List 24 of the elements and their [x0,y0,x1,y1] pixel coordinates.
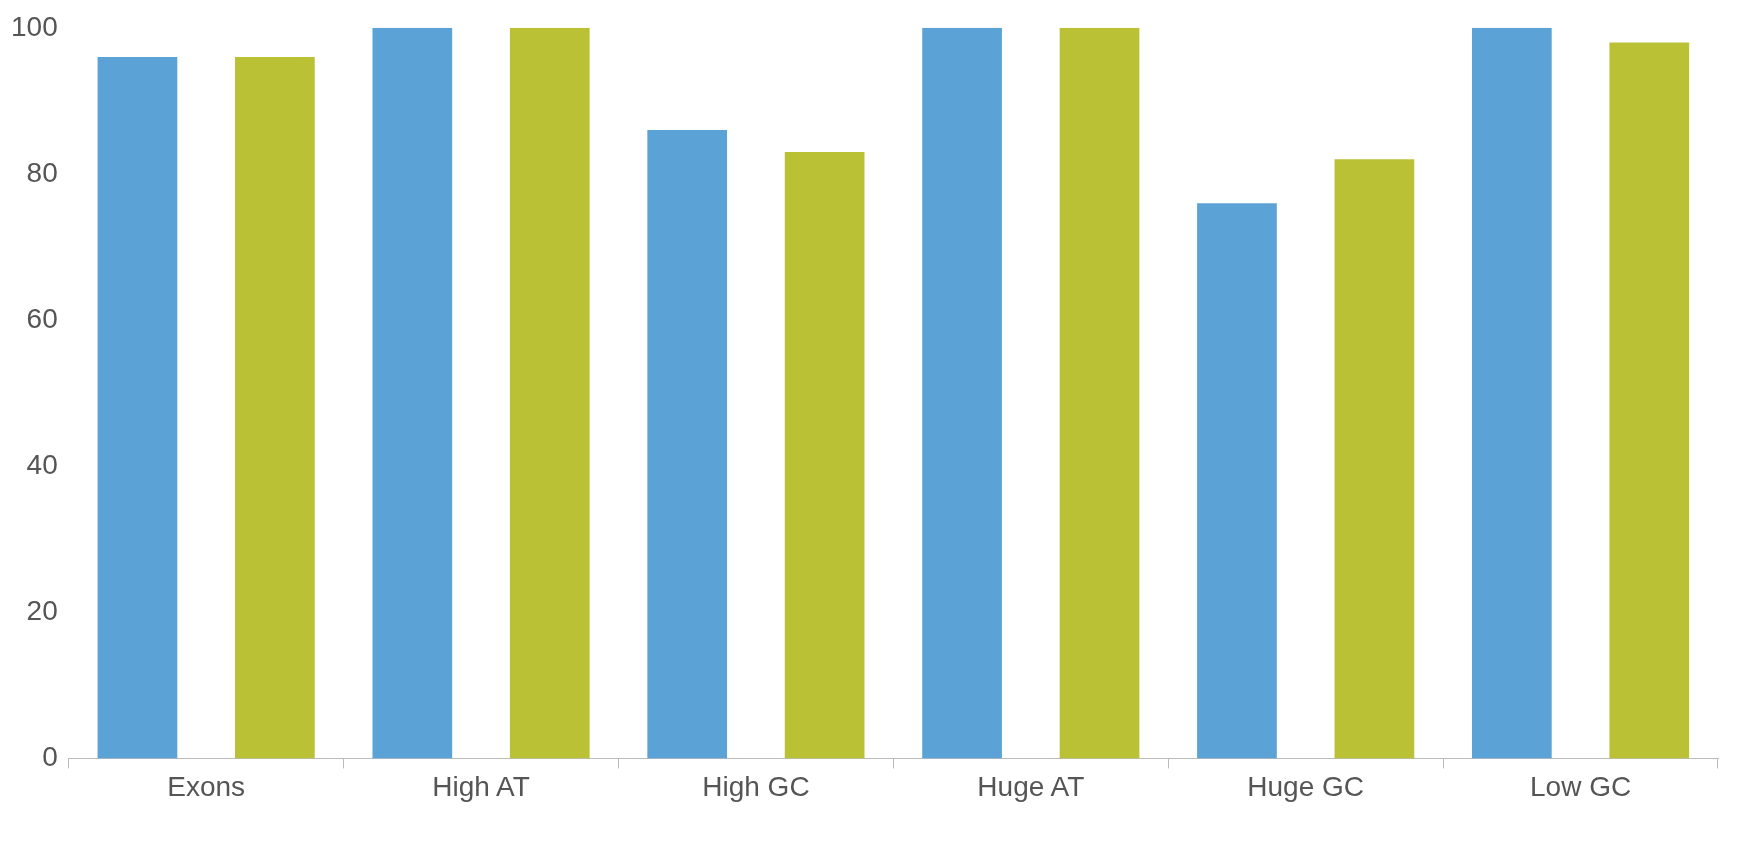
bar [922,27,1002,759]
y-tick-label: 100 [11,10,58,42]
bar [1334,159,1415,759]
x-tick-label: High GC [702,770,810,802]
bar [647,130,728,759]
bar [784,152,865,759]
y-tick-label: 40 [26,448,58,480]
bar [1471,27,1552,759]
y-tick-label: 0 [42,741,58,773]
bar [235,57,315,759]
bar [372,27,453,759]
x-tick-label: Huge GC [1247,770,1365,802]
y-tick-label: 20 [26,595,58,626]
bar [1197,203,1277,759]
y-tick-label: 80 [26,156,58,188]
x-tick-label: High AT [432,770,530,802]
bar [97,57,178,759]
x-tick-label: Low GC [1529,770,1632,802]
bar [1609,42,1690,759]
x-tick-label: Exons [167,770,246,802]
bar [509,27,590,759]
y-tick-label: 60 [26,302,58,334]
x-tick-label: Huge AT [977,770,1085,802]
bar [1059,27,1140,759]
